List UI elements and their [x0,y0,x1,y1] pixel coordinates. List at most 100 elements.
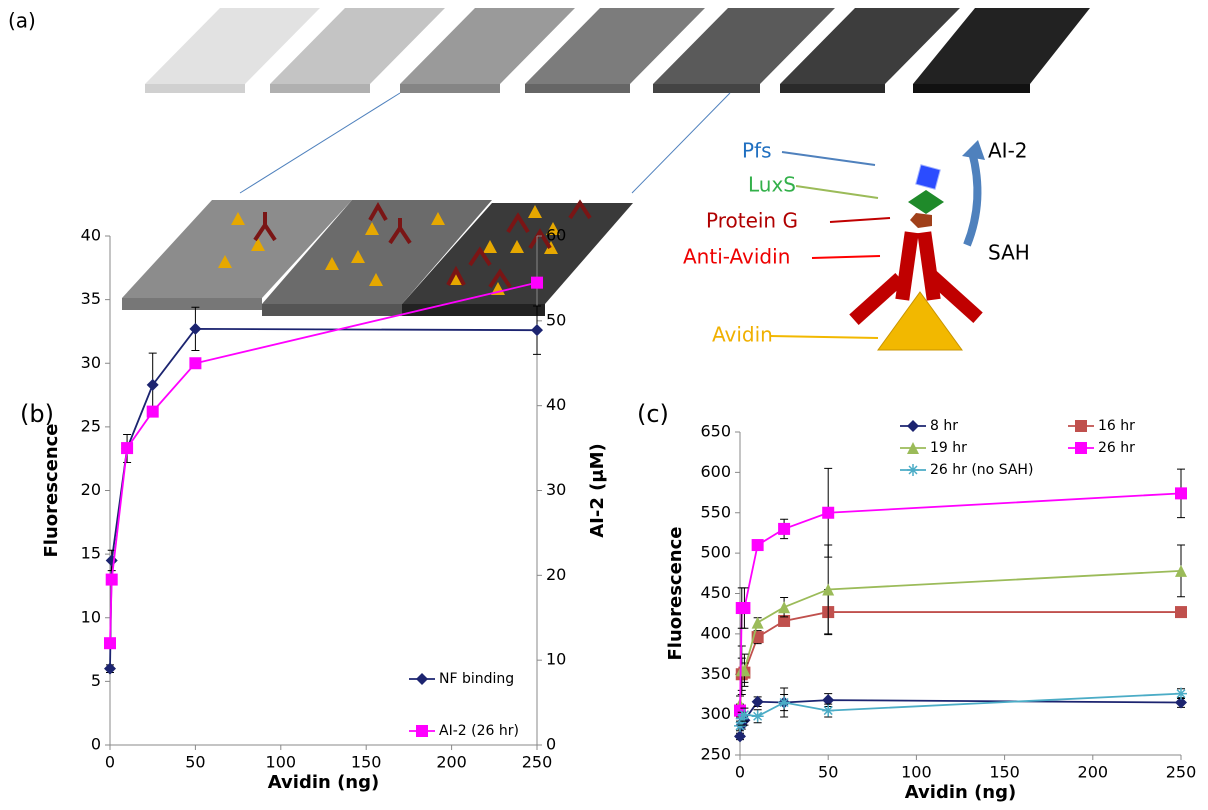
marker [778,601,790,613]
x-tick-label: 100 [266,753,297,772]
series-line [740,612,1181,711]
y2-tick-label: 60 [546,226,566,245]
reaction-arrow [967,152,977,245]
x-tick-label: 150 [989,763,1020,782]
pointer [782,152,875,165]
slab [913,84,1030,93]
marker [1075,420,1087,432]
connector [240,93,400,193]
legend-label: 8 hr [930,418,958,434]
connector [632,93,730,193]
panel-label: (c) [637,400,669,428]
y-tick-label: 20 [81,480,101,499]
x-tick-label: 250 [522,753,553,772]
y-tick-label: 500 [700,543,731,562]
y2-tick-label: 20 [546,565,566,584]
luxs-icon [908,190,944,214]
legend-label: NF binding [439,671,514,687]
y-tick-label: 600 [700,462,731,481]
series-line [110,329,537,669]
marker [738,602,750,614]
marker [189,357,201,369]
marker [416,725,428,737]
legend-label: 26 hr [1098,440,1135,456]
y2-tick-label: 0 [546,735,556,754]
label-luxs: LuxS [748,173,796,197]
label-anti-avidin: Anti-Avidin [683,245,790,269]
slab [270,84,370,93]
y-tick-label: 350 [700,664,731,683]
marker [531,324,543,336]
marker [907,464,919,476]
marker [1175,688,1187,700]
label-sah: SAH [988,241,1030,265]
marker [147,406,159,418]
series-line [740,700,1181,736]
series-line [740,571,1181,704]
y-tick-label: 5 [91,671,101,690]
label-pfs: Pfs [742,139,772,163]
x-tick-label: 100 [901,763,932,782]
pointer [796,186,878,198]
marker [752,539,764,551]
marker [106,574,118,586]
slab [262,304,402,316]
marker [531,277,543,289]
x-axis-label: Avidin (ng) [905,782,1016,803]
slab [122,298,262,310]
y-tick-label: 30 [81,353,101,372]
y-tick-label: 650 [700,422,731,441]
slab [780,84,885,93]
slab [525,84,630,93]
y2-tick-label: 10 [546,650,566,669]
pointer [830,218,890,222]
series-line [740,493,1181,710]
label-avidin: Avidin [712,323,773,347]
marker [104,663,116,675]
y-tick-label: 300 [700,704,731,723]
marker [416,673,428,685]
x-tick-label: 150 [351,753,382,772]
series-line [110,283,537,644]
marker [822,507,834,519]
marker [1175,487,1187,499]
x-tick-label: 0 [105,753,115,772]
x-tick-label: 200 [1078,763,1109,782]
y2-tick-label: 50 [546,310,566,329]
marker [1075,442,1087,454]
marker [106,554,118,566]
marker [752,617,764,629]
y-tick-label: 0 [91,735,101,754]
y-tick-label: 250 [700,745,731,764]
y-tick-label: 400 [700,623,731,642]
legend-label: 16 hr [1098,418,1135,434]
x-tick-label: 50 [818,763,838,782]
legend-label: 26 hr (no SAH) [930,462,1033,478]
slab [653,84,760,93]
legend-label: AI-2 (26 hr) [439,723,519,739]
y-tick-label: 25 [81,416,101,435]
label-protein-g: Protein G [706,209,798,233]
marker [1175,606,1187,618]
slab [400,84,500,93]
marker [822,705,834,717]
y-tick-label: 10 [81,607,101,626]
pointer [812,256,880,258]
marker [752,696,764,708]
x-tick-label: 50 [185,753,205,772]
marker [104,637,116,649]
figure: (a) [0,0,1208,806]
marker [734,730,746,742]
x-tick-label: 200 [436,753,467,772]
arrow-head [962,140,985,160]
y-axis-label: Fluorescence [665,526,686,660]
slab [145,84,245,93]
x-axis-label: Avidin (ng) [268,772,379,793]
series-line [740,694,1181,726]
marker [778,697,790,709]
x-tick-label: 250 [1166,763,1197,782]
marker [907,420,919,432]
label-ai2: AI-2 [988,139,1028,163]
y2-axis-label: AI-2 (μM) [587,443,608,538]
pointer [770,336,878,338]
